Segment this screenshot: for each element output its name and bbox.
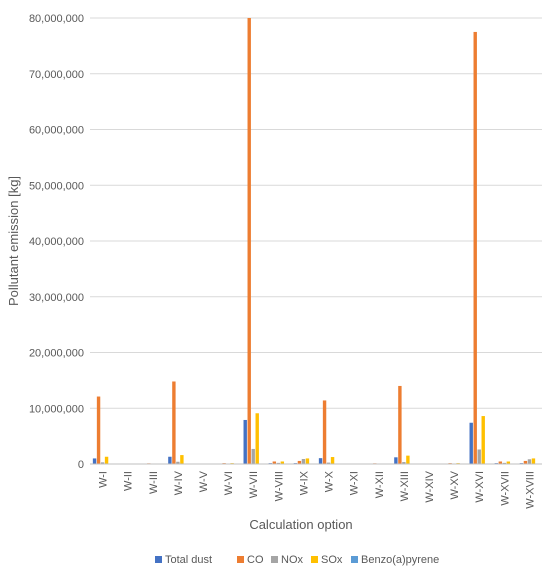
legend-swatch bbox=[271, 556, 278, 563]
bar-co-w-ix bbox=[297, 460, 302, 464]
x-tick-label: W-V bbox=[198, 470, 210, 492]
bar-total-dust-w-iv bbox=[168, 456, 172, 464]
x-axis-title: Calculation option bbox=[249, 517, 352, 532]
bar-total-dust-w-x bbox=[318, 458, 323, 464]
bar-co-w-xvii bbox=[498, 461, 503, 464]
x-tick-label: W-IV bbox=[173, 470, 185, 495]
x-tick-label: W-II bbox=[123, 471, 135, 491]
bar-co-w-i bbox=[96, 396, 101, 464]
legend-swatch bbox=[155, 556, 162, 563]
y-tick-label: 10,000,000 bbox=[29, 403, 84, 415]
bar-co-w-x bbox=[322, 400, 327, 464]
y-axis-title: Pollutant emission [kg] bbox=[6, 176, 21, 306]
bar-co-w-viii bbox=[272, 461, 277, 464]
x-axis-ticks: W-I W-II W-III W-IV W-V W-VI W-VII W-VIII W-IX W-… bbox=[98, 470, 537, 508]
x-tick-label: W-XI bbox=[349, 471, 361, 495]
y-tick-label: 50,000,000 bbox=[29, 180, 84, 192]
bar-co-w-xviii bbox=[523, 460, 528, 464]
y-axis-ticks: 0 10,000,000 20,000,000 30,000,000 40,000,00… bbox=[29, 13, 84, 471]
bar-nox-w-ix bbox=[301, 458, 306, 464]
bar-nox-w-xviii bbox=[527, 459, 532, 464]
legend-swatch bbox=[237, 556, 244, 563]
legend-swatch bbox=[311, 556, 318, 563]
bar-nox-w-xvi bbox=[477, 449, 481, 464]
bar-nox-w-vii bbox=[251, 448, 255, 464]
x-tick-label: W-XV bbox=[449, 470, 461, 499]
bar-co-w-iv bbox=[172, 381, 176, 464]
bar-sox-w-iv bbox=[180, 455, 184, 464]
x-tick-label: W-VII bbox=[248, 471, 260, 498]
x-tick-label: W-I bbox=[98, 471, 110, 488]
legend-label: Benzo(a)pyrene bbox=[361, 554, 439, 566]
bar-sox-w-i bbox=[104, 456, 109, 464]
y-tick-label: 60,000,000 bbox=[29, 125, 84, 137]
x-tick-label: W-XVIII bbox=[524, 471, 536, 509]
y-tick-label: 30,000,000 bbox=[29, 292, 84, 304]
bar-sox-w-xvii bbox=[506, 461, 511, 464]
bar-sox-w-vii bbox=[255, 413, 259, 464]
bar-sox-w-ix bbox=[305, 458, 310, 464]
x-tick-label: W-IX bbox=[298, 470, 310, 495]
bar-co-w-xiii bbox=[398, 385, 402, 464]
bar-co-w-vii bbox=[247, 18, 251, 464]
bar-nox-w-viii bbox=[276, 462, 281, 464]
bar-nox-w-iv bbox=[176, 461, 180, 464]
legend-label: NOx bbox=[281, 554, 304, 566]
bar-nox-w-i bbox=[100, 462, 105, 464]
bar-sox-w-xvi bbox=[481, 416, 485, 464]
bar-nox-w-xvii bbox=[502, 462, 507, 464]
bar-total-dust-w-xiii bbox=[394, 457, 398, 464]
bar-total-dust-w-xvi bbox=[469, 422, 473, 464]
legend: Total dust CO NOx SOx Benzo(a)pyrene bbox=[155, 554, 439, 566]
bar-nox-w-x bbox=[326, 462, 331, 464]
x-tick-label: W-XVII bbox=[499, 471, 511, 506]
legend-label: SOx bbox=[321, 554, 343, 566]
bar-total-dust-w-vii bbox=[243, 419, 247, 464]
y-tick-label: 40,000,000 bbox=[29, 236, 84, 248]
x-tick-label: W-X bbox=[324, 470, 336, 492]
x-tick-label: W-VIII bbox=[273, 471, 285, 501]
bar-total-dust-w-i bbox=[92, 458, 97, 464]
x-tick-label: W-XII bbox=[374, 471, 386, 498]
x-tick-label: W-XVI bbox=[474, 471, 486, 503]
legend-label: CO bbox=[247, 554, 264, 566]
bar-sox-w-viii bbox=[280, 461, 285, 464]
bar-sox-w-xiii bbox=[406, 455, 410, 464]
bar-nox-w-xiii bbox=[402, 462, 406, 464]
y-tick-label: 20,000,000 bbox=[29, 348, 84, 360]
bars bbox=[92, 18, 536, 464]
gridlines bbox=[90, 17, 542, 409]
y-tick-label: 0 bbox=[78, 459, 84, 471]
bar-sox-w-xviii bbox=[531, 458, 536, 464]
legend-swatch bbox=[351, 556, 358, 563]
x-tick-label: W-XIV bbox=[424, 470, 436, 502]
x-tick-label: W-VI bbox=[223, 471, 235, 495]
x-tick-label: W-XIII bbox=[399, 471, 411, 501]
bar-co-w-xvi bbox=[473, 31, 477, 464]
y-tick-label: 70,000,000 bbox=[29, 69, 84, 81]
x-tick-label: W-III bbox=[148, 471, 160, 494]
y-tick-label: 80,000,000 bbox=[29, 13, 84, 25]
bar-sox-w-x bbox=[330, 457, 335, 464]
legend-label: Total dust bbox=[165, 554, 212, 566]
